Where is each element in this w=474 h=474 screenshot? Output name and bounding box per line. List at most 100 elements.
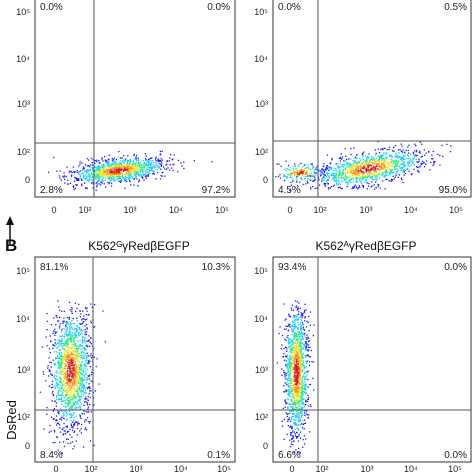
- event-dot: [373, 169, 375, 171]
- event-dot: [88, 375, 90, 377]
- event-dot: [76, 171, 78, 173]
- event-dot: [88, 180, 90, 182]
- event-dot: [61, 364, 64, 366]
- event-dot: [122, 165, 124, 167]
- event-dot: [294, 358, 296, 360]
- event-dot: [60, 371, 62, 373]
- event-dot: [48, 370, 50, 372]
- event-dot: [394, 176, 396, 178]
- event-dot: [298, 337, 300, 339]
- event-dot: [78, 381, 80, 383]
- event-dot: [96, 168, 99, 170]
- event-dot: [103, 164, 105, 167]
- event-dot: [129, 158, 131, 161]
- event-dot: [94, 160, 96, 162]
- event-dot: [392, 160, 394, 162]
- event-dot: [300, 410, 302, 413]
- event-dot: [295, 333, 297, 335]
- event-dot: [297, 424, 299, 426]
- event-dot: [81, 373, 83, 376]
- event-dot: [86, 357, 88, 359]
- event-dot: [76, 348, 78, 350]
- event-dot: [291, 331, 293, 333]
- event-dot: [287, 386, 290, 388]
- event-dot: [294, 377, 296, 379]
- event-dot: [295, 380, 298, 382]
- event-dot: [137, 160, 140, 162]
- event-dot: [303, 311, 306, 313]
- event-dot: [58, 175, 60, 177]
- event-dot: [371, 172, 373, 174]
- event-dot: [80, 383, 82, 385]
- event-dot: [405, 149, 407, 151]
- event-dot: [302, 352, 304, 355]
- event-dot: [311, 165, 314, 167]
- event-dot: [105, 167, 107, 170]
- event-dot: [292, 322, 294, 324]
- event-dot: [360, 165, 362, 167]
- event-dot: [353, 157, 355, 159]
- event-dot: [77, 356, 79, 358]
- event-dot: [82, 372, 84, 374]
- event-dot: [360, 159, 362, 161]
- event-dot: [300, 344, 302, 347]
- event-dot: [391, 150, 394, 152]
- event-dot: [289, 387, 291, 389]
- event-dot: [58, 327, 61, 329]
- event-dot: [303, 366, 305, 368]
- event-dot: [416, 154, 418, 156]
- event-dot: [78, 171, 80, 173]
- event-dot: [71, 327, 73, 329]
- event-dot: [288, 315, 290, 317]
- event-dot: [68, 389, 71, 391]
- event-dot: [117, 170, 119, 172]
- event-dot: [53, 418, 55, 420]
- event-dot: [327, 174, 329, 176]
- event-dot: [296, 339, 298, 341]
- event-dot: [338, 187, 340, 189]
- event-dot: [296, 314, 298, 316]
- event-dot: [39, 391, 41, 393]
- event-dot: [357, 161, 359, 163]
- event-dot: [296, 347, 298, 350]
- event-dot: [357, 167, 359, 169]
- event-dot: [82, 371, 85, 373]
- event-dot: [87, 378, 89, 380]
- event-dot: [153, 173, 155, 175]
- event-dot: [295, 370, 297, 372]
- event-dot: [328, 175, 330, 177]
- event-dot: [311, 172, 313, 174]
- event-dot: [292, 360, 294, 362]
- event-dot: [345, 176, 348, 179]
- event-dot: [65, 412, 67, 414]
- event-dot: [89, 390, 91, 392]
- event-dot: [295, 361, 298, 364]
- event-dot: [288, 360, 291, 362]
- event-dot: [356, 165, 358, 167]
- event-dot: [323, 171, 326, 174]
- event-dot: [306, 173, 308, 175]
- event-dot: [120, 162, 122, 164]
- event-dot: [407, 157, 409, 160]
- event-dot: [299, 171, 301, 173]
- event-dot: [132, 160, 134, 162]
- event-dot: [301, 171, 303, 173]
- event-dot: [59, 343, 61, 345]
- event-dot: [73, 374, 75, 376]
- event-dot: [379, 157, 381, 159]
- event-dot: [298, 399, 301, 402]
- event-dot: [302, 401, 304, 404]
- event-dot: [384, 176, 386, 178]
- event-dot: [89, 366, 92, 368]
- event-dot: [296, 173, 298, 175]
- event-dot: [290, 348, 292, 351]
- event-dot: [289, 380, 292, 382]
- event-dot: [357, 169, 359, 171]
- event-dot: [69, 397, 71, 399]
- event-dot: [148, 163, 150, 165]
- event-dot: [296, 381, 298, 383]
- event-dot: [135, 171, 138, 173]
- event-dot: [75, 376, 77, 378]
- event-dot: [294, 353, 296, 355]
- event-dot: [128, 174, 130, 176]
